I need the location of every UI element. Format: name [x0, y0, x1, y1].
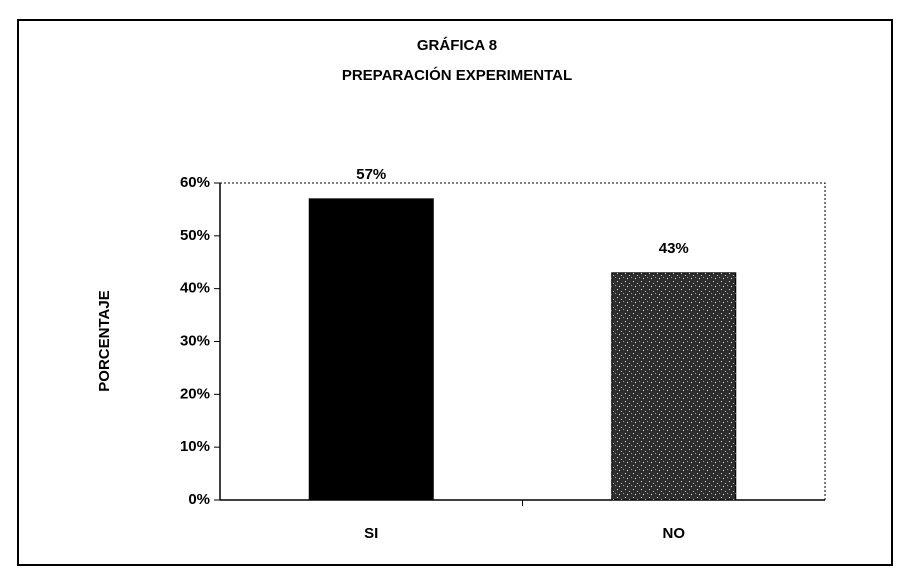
chart-title: GRÁFICA 8 [417, 37, 497, 54]
y-tick-label: 60% [180, 174, 210, 191]
bar [308, 198, 434, 501]
y-axis-label: PORCENTAJE [96, 290, 113, 391]
x-tick-label: SI [364, 525, 378, 542]
y-tick-label: 30% [180, 332, 210, 349]
x-tick-label: NO [663, 525, 686, 542]
chart-subtitle: PREPARACIÓN EXPERIMENTAL [342, 66, 572, 84]
chart-frame [17, 19, 893, 566]
y-tick-label: 20% [180, 385, 210, 402]
y-tick-label: 50% [180, 227, 210, 244]
bar-texture [611, 272, 736, 500]
y-tick-label: 40% [180, 280, 210, 297]
y-tick-label: 10% [180, 438, 210, 455]
value-label: 57% [356, 166, 386, 183]
y-tick-label: 0% [188, 491, 210, 508]
value-label: 43% [659, 240, 689, 257]
